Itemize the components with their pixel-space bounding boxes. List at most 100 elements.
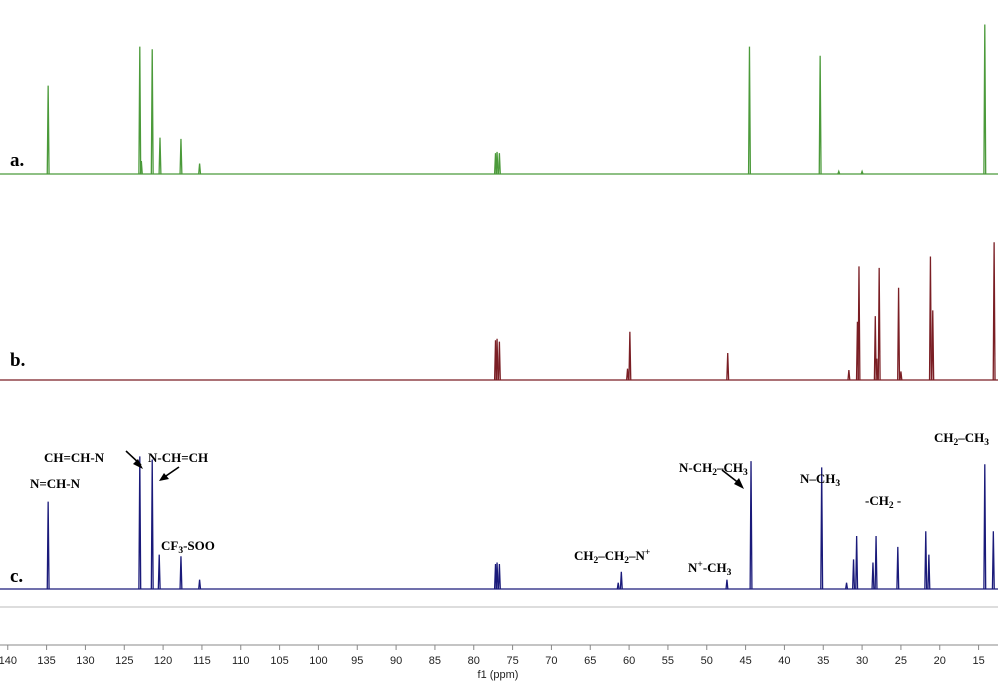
peak	[495, 562, 499, 590]
peak	[857, 266, 861, 381]
peak	[150, 49, 154, 175]
x-tick-label: 25	[895, 655, 907, 667]
peak	[928, 256, 932, 381]
peak	[875, 358, 879, 381]
peak	[991, 531, 995, 590]
peak	[818, 55, 822, 175]
peak	[150, 459, 154, 590]
x-tick-label: 20	[934, 655, 946, 667]
peak	[820, 467, 824, 590]
peak	[138, 46, 142, 175]
peak	[726, 352, 730, 381]
panel-label: c.	[10, 566, 23, 587]
peak	[198, 163, 202, 175]
peak	[157, 554, 161, 590]
x-tick-label: 70	[545, 655, 557, 667]
x-tick-label: 30	[856, 655, 868, 667]
peak	[983, 24, 987, 175]
peak	[497, 341, 501, 381]
annotation-cf3-soo: CF3-SOO	[161, 538, 215, 556]
x-axis: 140 135 130 125 120 115 110 105 100 95 90 85 80 75 70 6…	[0, 606, 998, 681]
peak	[873, 316, 877, 381]
peak	[158, 137, 162, 175]
panel-label: a.	[10, 150, 24, 171]
spectrum-1	[0, 242, 998, 381]
labels-layer: a. b. c.	[10, 150, 25, 587]
x-tick-label: 55	[662, 655, 674, 667]
annotation-ch2-ch2-n: CH2–CH2–N+	[574, 548, 650, 566]
peak	[495, 338, 499, 381]
x-tick-label: 80	[468, 655, 480, 667]
peak	[874, 535, 878, 590]
peak	[497, 153, 501, 175]
peak	[896, 546, 900, 590]
annotation-ch2-ch3: CH2–CH3	[934, 430, 989, 448]
arrowhead-n-ch-ch	[159, 473, 169, 481]
spectrum-0	[0, 24, 998, 175]
peak	[139, 160, 143, 175]
x-tick-label: 60	[623, 655, 635, 667]
peak	[179, 138, 183, 175]
arrowhead-n-ch2-ch3	[734, 478, 744, 489]
peak	[877, 267, 881, 381]
x-tick-label: 45	[739, 655, 751, 667]
peak	[845, 582, 849, 590]
x-tick-label: 120	[154, 655, 172, 667]
x-tick-label: 100	[309, 655, 327, 667]
x-tick-label: 105	[270, 655, 288, 667]
arrowhead-ch-ch-n	[133, 459, 143, 469]
x-tick-label: 75	[506, 655, 518, 667]
peak	[837, 169, 841, 175]
annotation-n-ch-ch: N-CH=CH	[148, 450, 208, 465]
x-tick-label: 135	[37, 655, 55, 667]
peak	[46, 501, 50, 590]
spectra-layer	[0, 24, 998, 590]
peak	[625, 368, 630, 381]
x-tick-label: 140	[0, 655, 17, 667]
peak	[927, 554, 931, 590]
peak	[924, 531, 928, 590]
x-tick-label: 35	[817, 655, 829, 667]
peak	[628, 331, 632, 381]
annotation-n-ch3: N–CH3	[800, 471, 840, 489]
peak	[749, 461, 753, 590]
peak	[198, 579, 202, 590]
x-tick-label: 50	[701, 655, 713, 667]
x-tick-label: 115	[193, 655, 211, 667]
peak	[992, 242, 996, 381]
annotation-ch-ch-n: CH=CH-N	[44, 450, 105, 465]
annotation-n-plus-ch3: N+-CH3	[688, 560, 732, 578]
spectrum-2	[0, 456, 998, 590]
x-tick-label: 110	[232, 655, 250, 667]
peak	[497, 564, 501, 590]
x-tick-label: 95	[351, 655, 363, 667]
peak	[747, 46, 752, 175]
annotation-ch2-chain: -CH2 -	[865, 493, 901, 511]
x-tick-label: 90	[390, 655, 402, 667]
peak	[616, 582, 620, 590]
peak	[855, 535, 859, 590]
x-axis-ticks: 140 135 130 125 120 115 110 105 100 95 90 85 80 75 70 6…	[0, 645, 985, 667]
x-tick-label: 15	[972, 655, 984, 667]
peak	[138, 456, 142, 590]
peak	[495, 151, 499, 175]
peak	[851, 559, 856, 590]
x-tick-label: 40	[778, 655, 790, 667]
x-axis-title: f1 (ppm)	[478, 669, 519, 681]
peak	[983, 464, 987, 590]
peak	[931, 310, 935, 381]
peak	[860, 169, 864, 175]
x-tick-label: 85	[429, 655, 441, 667]
peak	[897, 287, 901, 381]
peak	[46, 85, 50, 175]
peak	[899, 371, 903, 381]
peak	[871, 562, 875, 590]
annotation-n-ch-n: N=CH-N	[30, 476, 81, 491]
x-tick-label: 125	[115, 655, 133, 667]
peak	[847, 370, 851, 381]
x-tick-label: 130	[76, 655, 94, 667]
peak	[619, 571, 623, 590]
annotation-layer: N=CH-N CH=CH-N N-CH=CH CF3-SOO CH2–CH2–N+ N+-…	[30, 430, 989, 578]
peak	[179, 556, 183, 590]
